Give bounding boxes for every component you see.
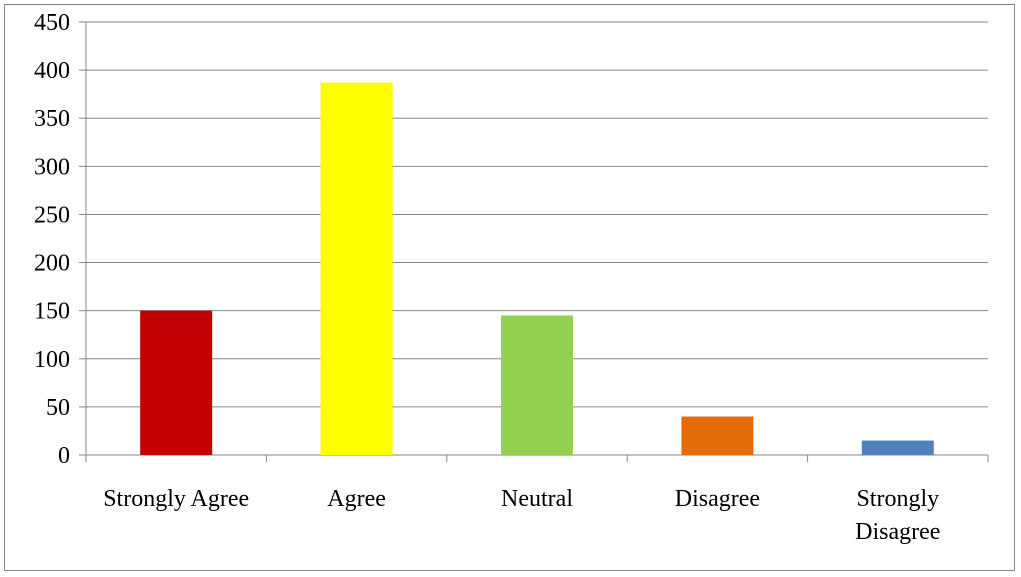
bar [320,82,393,456]
y-tick-label: 450 [34,10,70,36]
y-tick-label: 350 [34,106,70,132]
x-category-label: Agree [327,486,386,512]
bar [501,315,573,455]
chart-frame [4,4,1015,571]
bar [681,416,754,455]
y-tick-label: 300 [34,154,70,180]
bar [861,440,934,455]
y-tick-label: 100 [34,347,70,373]
y-tick-label: 250 [34,202,70,228]
x-category-label: Strongly [856,486,939,512]
y-tick-label: 400 [34,58,70,84]
y-tick-label: 200 [34,251,70,277]
y-tick-label: 50 [46,395,70,421]
x-category-label: Disagree [675,486,760,512]
bar [140,310,213,455]
x-category-label: Strongly Agree [103,486,249,512]
x-category-label: Disagree [855,519,940,545]
x-category-label: Neutral [501,486,573,512]
y-tick-label: 150 [34,299,70,325]
y-tick-label: 0 [58,443,70,469]
